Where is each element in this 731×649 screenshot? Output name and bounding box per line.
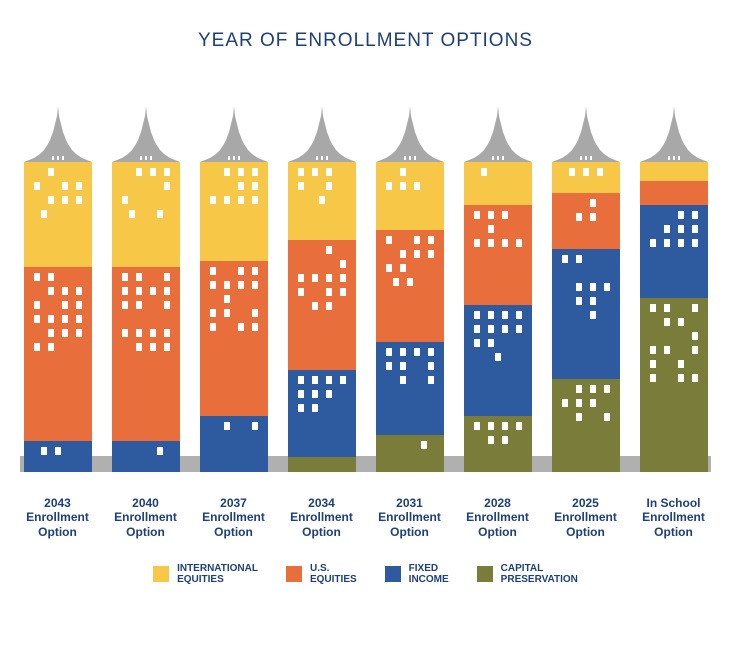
segment-us	[288, 240, 356, 370]
legend-item-us: U.S.EQUITIES	[286, 563, 357, 585]
segment-intl	[112, 162, 180, 267]
swatch-icon	[385, 566, 401, 582]
legend-item-fixed: FIXEDINCOME	[385, 563, 449, 585]
segment-intl	[640, 162, 708, 181]
category-label: 2040EnrollmentOption	[112, 496, 180, 539]
segment-us	[464, 205, 532, 304]
legend: INTERNATIONALEQUITIES U.S.EQUITIES FIXEDIN…	[20, 563, 711, 585]
tower	[376, 162, 444, 472]
segment-cap	[288, 457, 356, 473]
segment-cap	[552, 379, 620, 472]
legend-label: INTERNATIONALEQUITIES	[177, 563, 258, 585]
tower	[552, 162, 620, 472]
legend-label: CAPITALPRESERVATION	[501, 563, 578, 585]
segment-intl	[288, 162, 356, 240]
segment-us	[640, 181, 708, 206]
tower	[640, 162, 708, 472]
spire-icon	[112, 106, 180, 162]
tower	[288, 162, 356, 472]
chart-title: YEAR OF ENROLLMENT OPTIONS	[20, 30, 711, 52]
enrollment-chart: YEAR OF ENROLLMENT OPTIONS 2043Enrollmen…	[0, 0, 731, 605]
segment-us	[552, 193, 620, 249]
segment-fixed	[24, 441, 92, 472]
spire-icon	[464, 106, 532, 162]
segment-us	[376, 230, 444, 342]
swatch-icon	[153, 566, 169, 582]
segment-intl	[24, 162, 92, 267]
legend-item-cap: CAPITALPRESERVATION	[477, 563, 578, 585]
building-2	[200, 106, 268, 472]
building-5	[464, 106, 532, 472]
segment-fixed	[552, 249, 620, 379]
legend-label: FIXEDINCOME	[409, 563, 449, 585]
building-3	[288, 106, 356, 472]
tower	[112, 162, 180, 472]
category-label: 2031EnrollmentOption	[376, 496, 444, 539]
segment-fixed	[640, 205, 708, 298]
category-label: 2034EnrollmentOption	[288, 496, 356, 539]
segment-cap	[464, 416, 532, 472]
segment-fixed	[376, 342, 444, 435]
segment-intl	[464, 162, 532, 205]
segment-us	[112, 267, 180, 441]
labels-row: 2043EnrollmentOption 2040EnrollmentOption…	[20, 496, 711, 539]
category-label: 2043EnrollmentOption	[24, 496, 92, 539]
segment-cap	[640, 298, 708, 472]
spire-icon	[552, 106, 620, 162]
segment-fixed	[112, 441, 180, 472]
spire-icon	[24, 106, 92, 162]
segment-us	[200, 261, 268, 416]
spire-icon	[640, 106, 708, 162]
buildings-row	[20, 72, 711, 472]
tower	[200, 162, 268, 472]
spire-icon	[376, 106, 444, 162]
spire-icon	[200, 106, 268, 162]
swatch-icon	[286, 566, 302, 582]
category-label: In SchoolEnrollmentOption	[640, 496, 708, 539]
segment-intl	[200, 162, 268, 261]
segment-fixed	[464, 305, 532, 417]
building-4	[376, 106, 444, 472]
legend-item-intl: INTERNATIONALEQUITIES	[153, 563, 258, 585]
tower	[24, 162, 92, 472]
category-label: 2028EnrollmentOption	[464, 496, 532, 539]
building-6	[552, 106, 620, 472]
spire-icon	[288, 106, 356, 162]
segment-intl	[552, 162, 620, 193]
segment-intl	[376, 162, 444, 230]
building-0	[24, 106, 92, 472]
category-label: 2025EnrollmentOption	[552, 496, 620, 539]
swatch-icon	[477, 566, 493, 582]
category-label: 2037EnrollmentOption	[200, 496, 268, 539]
legend-label: U.S.EQUITIES	[310, 563, 357, 585]
segment-us	[24, 267, 92, 441]
building-7	[640, 106, 708, 472]
segment-fixed	[288, 370, 356, 457]
building-1	[112, 106, 180, 472]
segment-fixed	[200, 416, 268, 472]
tower	[464, 162, 532, 472]
segment-cap	[376, 435, 444, 472]
